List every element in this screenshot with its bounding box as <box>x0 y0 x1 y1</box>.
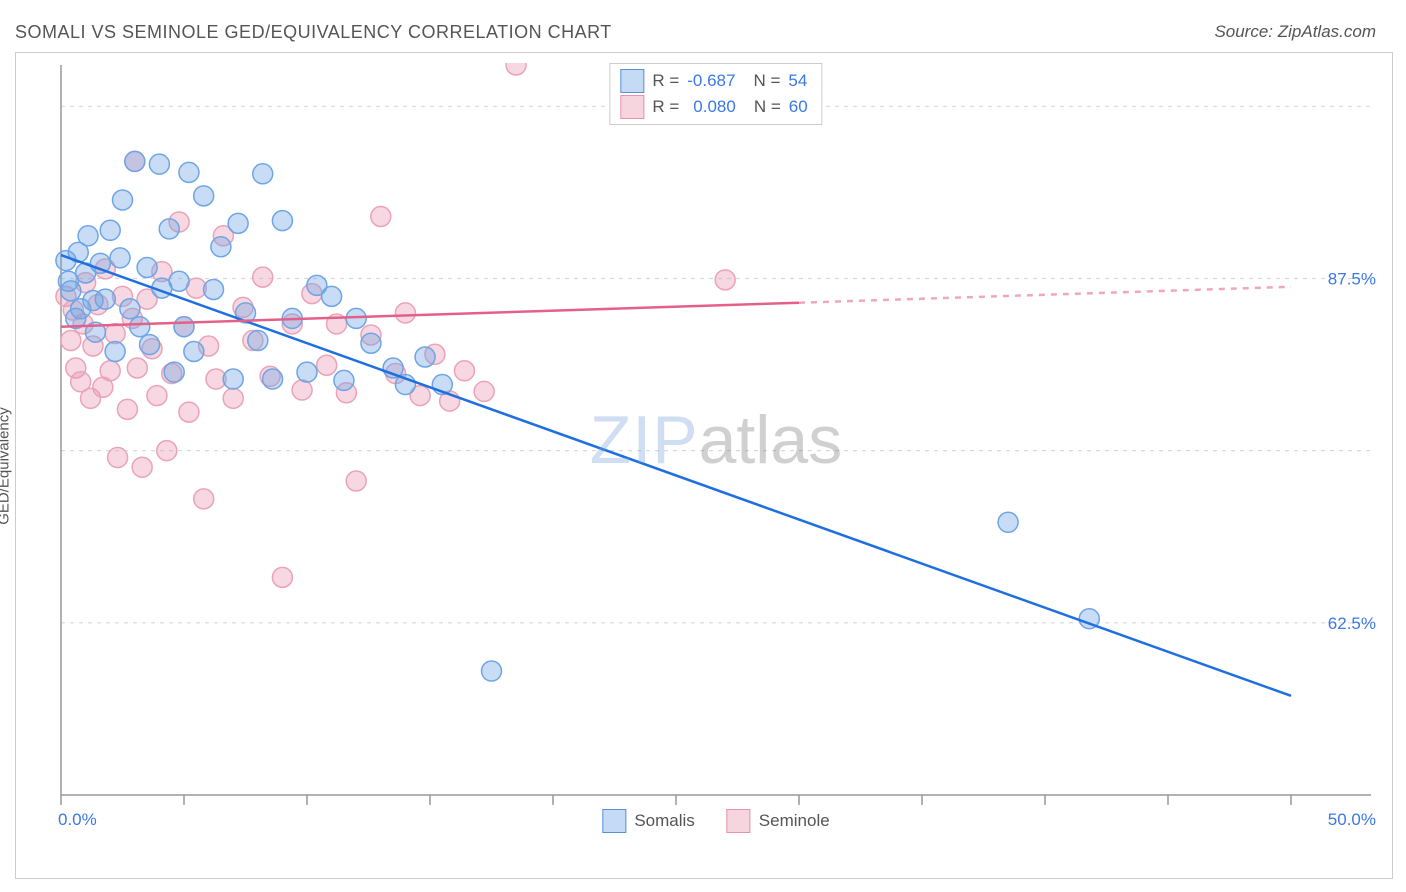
r-label: R = <box>652 94 679 120</box>
svg-text:0.0%: 0.0% <box>58 810 97 829</box>
legend-row-seminole: R = 0.080 N = 60 <box>620 94 807 120</box>
swatch-blue-icon <box>620 69 644 93</box>
chart-container: SOMALI VS SEMINOLE GED/EQUIVALENCY CORRE… <box>0 0 1406 892</box>
plot-area: 62.5%87.5%0.0%50.0% ZIPatlas R = -0.687 … <box>51 63 1381 833</box>
source-label: Source: ZipAtlas.com <box>1214 22 1376 42</box>
chart-svg: 62.5% 87.5% 0.0% 50.0% <box>51 63 1381 833</box>
r-label: R = <box>652 68 679 94</box>
chart-title: SOMALI VS SEMINOLE GED/EQUIVALENCY CORRE… <box>15 22 612 43</box>
legend-item-seminole: Seminole <box>727 809 830 833</box>
series-legend: Somalis Seminole <box>602 807 829 833</box>
legend-label-somalis: Somalis <box>634 811 694 831</box>
legend-label-seminole: Seminole <box>759 811 830 831</box>
y-axis-label: GED/Equivalency <box>0 407 13 525</box>
n-value-seminole: 60 <box>789 94 808 120</box>
plot-frame: GED/Equivalency 62.5%87.5%0.0%50.0% ZIPa… <box>15 52 1393 879</box>
legend-item-somalis: Somalis <box>602 809 694 833</box>
svg-text:87.5%: 87.5% <box>1328 269 1376 288</box>
swatch-pink-icon <box>620 95 644 119</box>
svg-text:50.0%: 50.0% <box>1328 810 1376 829</box>
n-label: N = <box>753 68 780 94</box>
n-label: N = <box>754 94 781 120</box>
legend-row-somalis: R = -0.687 N = 54 <box>620 68 807 94</box>
swatch-blue-icon <box>602 809 626 833</box>
svg-text:62.5%: 62.5% <box>1328 614 1376 633</box>
n-value-somalis: 54 <box>788 68 807 94</box>
r-value-seminole: 0.080 <box>693 94 736 120</box>
correlation-legend: R = -0.687 N = 54 R = 0.080 N = 60 <box>609 63 822 125</box>
r-value-somalis: -0.687 <box>687 68 735 94</box>
swatch-pink-icon <box>727 809 751 833</box>
